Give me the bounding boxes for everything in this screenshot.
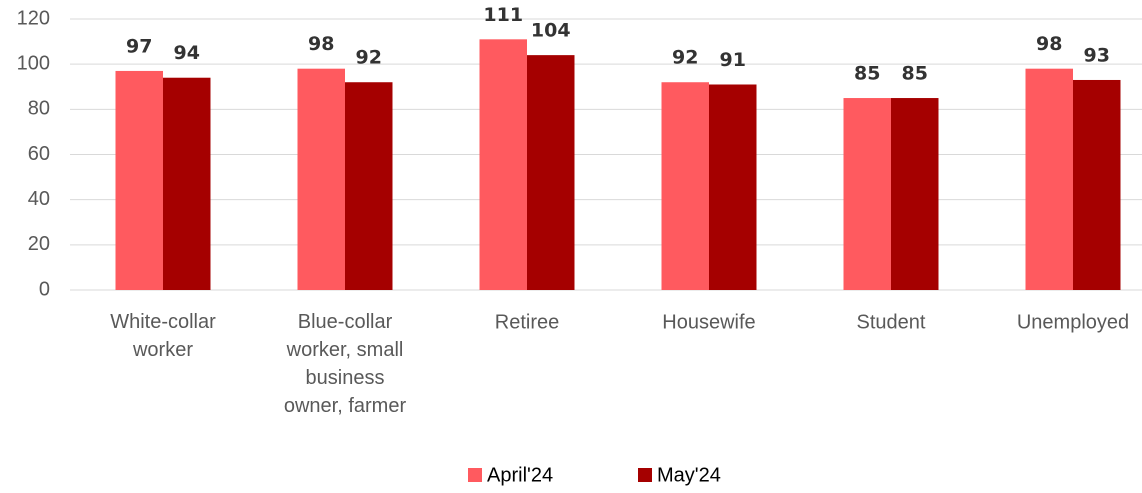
bar xyxy=(527,55,575,291)
y-tick-label: 80 xyxy=(28,98,50,120)
value-label: 97 xyxy=(126,35,152,57)
value-label: 85 xyxy=(902,63,928,85)
bar xyxy=(163,77,211,290)
y-tick-label: 120 xyxy=(17,7,50,29)
value-label: 93 xyxy=(1084,44,1110,66)
y-tick-label: 0 xyxy=(39,278,50,300)
legend-label: April'24 xyxy=(487,464,553,486)
legend-label: May'24 xyxy=(657,464,721,486)
bar xyxy=(479,39,527,291)
value-label: 94 xyxy=(174,42,200,64)
bar xyxy=(709,84,757,290)
value-label: 98 xyxy=(308,33,334,55)
legend-swatch xyxy=(468,468,482,482)
x-tick-label: Blue-collar worker, small business owner, f… xyxy=(284,311,407,417)
bar xyxy=(115,70,163,290)
value-label: 98 xyxy=(1036,33,1062,55)
bar xyxy=(891,98,939,291)
bar xyxy=(297,68,345,290)
value-label: 92 xyxy=(356,47,382,69)
y-tick-label: 60 xyxy=(28,143,50,165)
y-tick-label: 100 xyxy=(17,52,50,74)
bar xyxy=(1073,79,1121,290)
y-tick-label: 20 xyxy=(28,233,50,255)
y-tick-label: 40 xyxy=(28,188,50,210)
value-label: 111 xyxy=(483,4,523,26)
bar xyxy=(1025,68,1073,290)
x-tick-label: Housewife xyxy=(662,311,755,333)
x-tick-label: Retiree xyxy=(495,311,559,333)
bar xyxy=(843,98,891,291)
value-label: 104 xyxy=(531,20,571,42)
bar xyxy=(661,82,709,290)
x-tick-label: White-collar worker xyxy=(110,311,216,361)
value-label: 91 xyxy=(720,49,746,71)
value-label: 85 xyxy=(854,63,880,85)
bar xyxy=(345,82,393,290)
x-tick-label: Unemployed xyxy=(1017,311,1129,333)
value-label: 92 xyxy=(672,47,698,69)
legend-swatch xyxy=(638,468,652,482)
x-tick-label: Student xyxy=(857,311,926,333)
